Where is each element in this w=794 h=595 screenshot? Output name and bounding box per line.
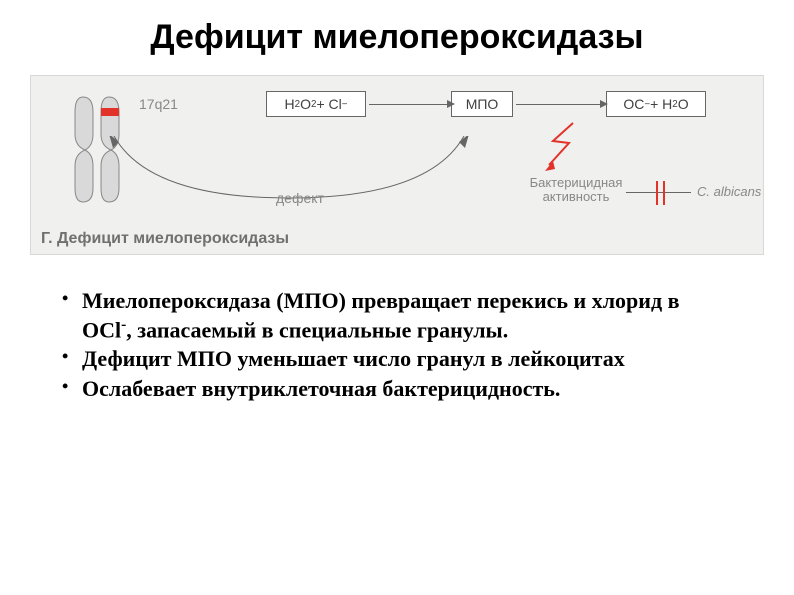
locus-label: 17q21 bbox=[139, 96, 178, 112]
bullet-item: Ослабевает внутриклеточная бактерициднос… bbox=[60, 375, 734, 403]
arrow-2 bbox=[516, 104, 600, 105]
arrow-1 bbox=[369, 104, 447, 105]
bullet-item: Дефицит МПО уменьшает число гранул в лей… bbox=[60, 345, 734, 373]
zigzag-icon bbox=[543, 121, 579, 173]
page-title: Дефицит миелопероксидазы bbox=[0, 0, 794, 57]
diagram-panel: 17q21 H2O2 + Cl− МПО OC− + H2O дефект Ба… bbox=[30, 75, 764, 255]
bactericidal-label: Бактерицидная активность bbox=[511, 176, 641, 205]
bullet-item: Миелопероксидаза (МПО) превращает переки… bbox=[60, 287, 734, 343]
defect-label: дефект bbox=[276, 190, 324, 206]
inhibition-icon bbox=[653, 181, 669, 205]
panel-title: Г. Дефицит миелопероксидазы bbox=[41, 230, 289, 248]
arrow-2-head bbox=[600, 100, 608, 108]
arrow-1-head bbox=[447, 100, 455, 108]
albicans-label: C. albicans bbox=[697, 184, 761, 199]
box-output: OC− + H2O bbox=[606, 91, 706, 117]
box-input: H2O2 + Cl− bbox=[266, 91, 366, 117]
bact-line1: Бактерицидная bbox=[530, 175, 623, 190]
box-mpo: МПО bbox=[451, 91, 513, 117]
bact-line2: активность bbox=[543, 189, 610, 204]
bullet-list: Миелопероксидаза (МПО) превращает переки… bbox=[60, 287, 734, 402]
